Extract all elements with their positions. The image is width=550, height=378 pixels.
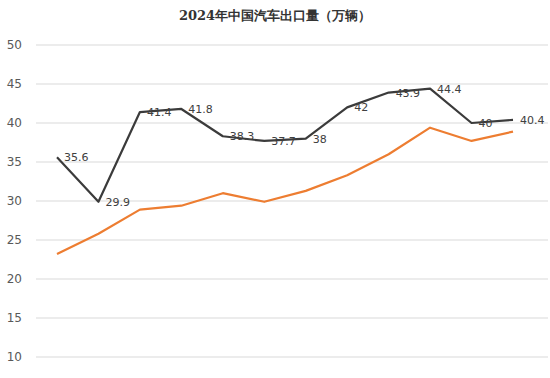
data-label: 40.4	[520, 114, 545, 127]
data-label: 42	[354, 101, 368, 114]
y-tick-label: 15	[7, 311, 22, 325]
y-tick-label: 20	[7, 272, 22, 286]
plot-area	[57, 89, 513, 254]
grid-line	[36, 318, 548, 319]
data-label: 40	[479, 117, 493, 130]
grid-line	[36, 45, 548, 46]
data-label: 41.4	[147, 106, 172, 119]
y-tick-label: 35	[7, 155, 22, 169]
chart: 2024年中国汽车出口量（万辆） 10 15 20 25 30 35 40 45 50 35.6 29…	[0, 0, 550, 378]
data-label: 35.6	[64, 151, 89, 164]
data-label: 41.8	[188, 103, 213, 116]
y-tick-label: 50	[7, 38, 22, 52]
line	[57, 128, 513, 254]
data-label: 38.3	[230, 130, 255, 143]
grid-line	[36, 279, 548, 280]
grid-line	[36, 357, 548, 358]
grid-line	[36, 162, 548, 163]
title: 2024年中国汽车出口量（万辆）	[179, 8, 371, 23]
y-tick-label: 45	[7, 77, 22, 91]
data-label: 38	[313, 133, 327, 146]
data-label: 37.7	[271, 135, 296, 148]
line	[57, 89, 513, 202]
data-label: 44.4	[437, 83, 462, 96]
y-tick-label: 25	[7, 233, 22, 247]
y-tick-label: 30	[7, 194, 22, 208]
grid-line	[36, 84, 548, 85]
data-label: 29.9	[105, 196, 130, 209]
y-tick-label: 10	[7, 350, 22, 364]
y-tick-label: 40	[7, 116, 22, 130]
data-label: 43.9	[396, 87, 421, 100]
grid-line	[36, 240, 548, 241]
